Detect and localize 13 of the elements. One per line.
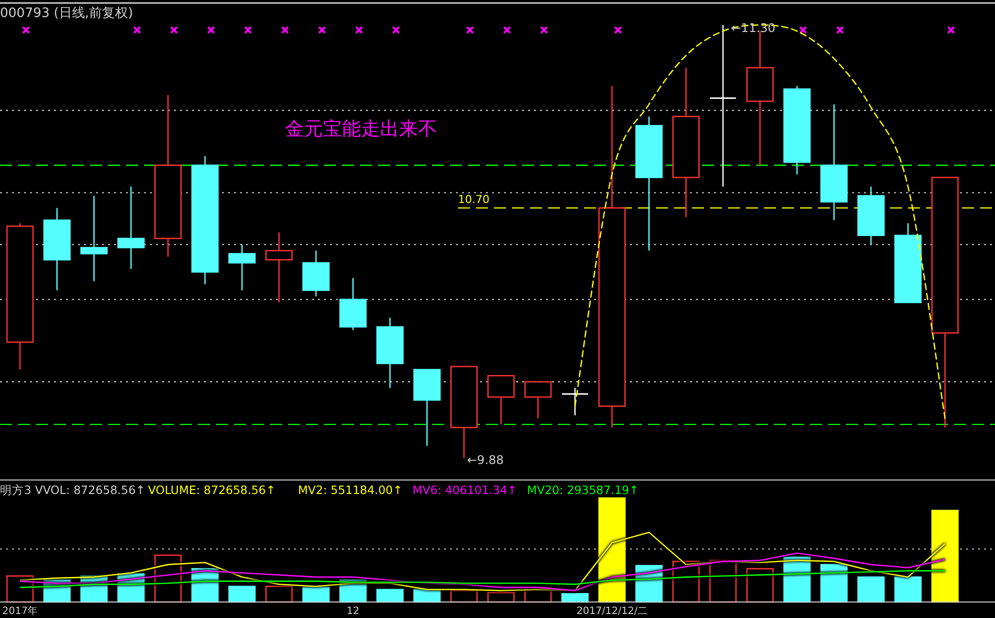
text: MV20: 293587.19↑ [526,483,639,497]
text: MV2: 551184.00↑ [298,483,402,497]
annotation: 金元宝能走出来不 [285,118,437,140]
x-tick-label: 2017年 [2,605,38,617]
annotation: ←9.88 [467,453,504,467]
chart-title: 000793 (日线,前复权) [0,6,134,21]
annotation: ←11.30 [731,21,776,35]
text: VOLUME: 872658.56↑ [148,483,276,497]
x-tick-label: 2017/12/12/二 [576,606,648,617]
ref-line-label: 10.70 [458,192,490,206]
x-tick-label: 12 [346,606,360,617]
chart-title: 明方3 VVOL: 872658.56↑ [0,483,146,497]
text: MV6: 406101.34↑ [412,483,517,497]
